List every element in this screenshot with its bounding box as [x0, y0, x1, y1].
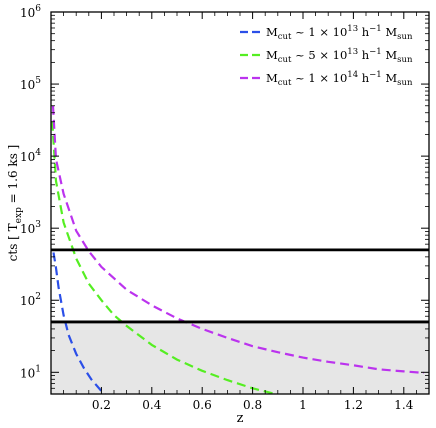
- y-tick-label: 106: [20, 4, 41, 20]
- legend-label-2: Mcut ~ 5 × 1013 h−1 Msun: [266, 47, 413, 65]
- shaded-region: [51, 321, 429, 394]
- x-axis-label: z: [237, 411, 244, 426]
- y-tick-label: 105: [20, 76, 41, 92]
- y-tick-label: 101: [20, 364, 41, 380]
- x-tick-label: 0.2: [92, 398, 111, 412]
- series-line-1: [52, 252, 107, 394]
- x-tick-label: 1.2: [344, 398, 363, 412]
- x-tick-label: 0.8: [243, 398, 262, 412]
- x-tick-label: 1.4: [394, 398, 413, 412]
- y-tick-label: 103: [20, 220, 41, 236]
- y-axis-label: cts [ Texp = 1.6 ks ]: [6, 145, 24, 262]
- x-tick-label: 0.4: [142, 398, 161, 412]
- legend-label-1: Mcut ~ 1 × 1013 h−1 Msun: [266, 24, 413, 42]
- legend: Mcut ~ 1 × 1013 h−1 Msun Mcut ~ 5 × 1013 …: [240, 24, 413, 88]
- series-line-3: [51, 105, 425, 374]
- x-tick-label: 0.6: [193, 398, 212, 412]
- ticks-layer: 0.2 0.4 0.6 0.8 1 1.2 1.4 101 102 103 104 105 106: [20, 4, 429, 412]
- shaded-region-layer: [51, 321, 429, 394]
- legend-label-3: Mcut ~ 1 × 1014 h−1 Msun: [266, 70, 413, 88]
- y-tick-label: 102: [20, 292, 41, 308]
- threshold-layer: [51, 248, 429, 324]
- y-tick-label: 104: [20, 148, 41, 164]
- x-tick-label: 1: [299, 398, 307, 412]
- plot-frame: [50, 11, 430, 395]
